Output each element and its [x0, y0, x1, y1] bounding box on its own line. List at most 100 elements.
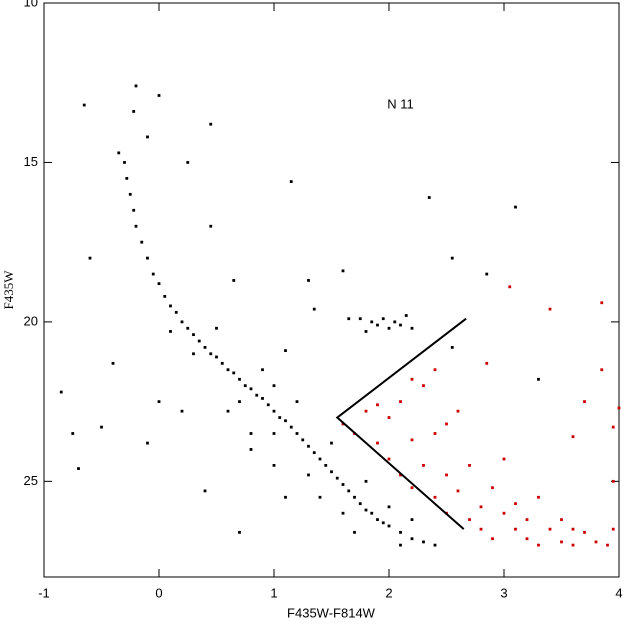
point: [128, 192, 132, 196]
point: [399, 543, 402, 547]
point: [491, 486, 494, 490]
point: [410, 377, 414, 381]
y-tick-label: 10: [24, 0, 38, 9]
point: [433, 543, 437, 547]
point: [163, 294, 167, 298]
point: [468, 463, 471, 467]
point: [151, 272, 155, 276]
point: [186, 161, 190, 164]
point: [364, 508, 368, 512]
point: [560, 540, 563, 544]
point: [100, 425, 103, 429]
point: [370, 320, 374, 324]
point: [88, 256, 92, 260]
point: [157, 400, 161, 404]
point: [387, 326, 391, 330]
point: [238, 400, 241, 404]
point: [422, 384, 425, 388]
point: [422, 540, 425, 544]
point: [330, 470, 333, 474]
point: [399, 473, 402, 477]
y-tick-label: 15: [24, 154, 38, 169]
point: [358, 317, 362, 321]
point: [289, 425, 293, 429]
point: [410, 326, 414, 330]
point: [347, 489, 351, 493]
point: [307, 473, 310, 477]
point: [261, 397, 264, 400]
x-tick-label: 3: [500, 585, 507, 600]
point: [583, 400, 586, 404]
point: [387, 505, 391, 509]
point: [232, 279, 236, 282]
annotation: N 11: [387, 96, 414, 111]
point: [381, 317, 385, 321]
point: [117, 151, 121, 155]
point: [272, 409, 276, 413]
point: [410, 537, 414, 541]
point: [364, 330, 368, 333]
point: [479, 505, 483, 509]
point: [468, 518, 471, 521]
point: [249, 448, 253, 451]
point: [600, 368, 604, 372]
point: [433, 495, 437, 499]
point: [600, 301, 604, 305]
point: [307, 279, 310, 282]
point: [537, 495, 540, 499]
point: [410, 438, 414, 442]
point: [433, 368, 437, 372]
x-tick-label: 4: [615, 585, 622, 600]
point: [284, 349, 287, 352]
point: [404, 314, 408, 317]
point: [508, 285, 512, 289]
point: [571, 435, 575, 439]
point: [422, 463, 425, 467]
point: [387, 457, 391, 461]
point: [215, 326, 218, 330]
point: [445, 473, 448, 477]
point: [611, 425, 615, 429]
plot-frame: [43, 2, 620, 578]
point: [485, 272, 489, 276]
point: [347, 317, 351, 321]
point: [157, 94, 161, 97]
point: [335, 476, 339, 480]
point: [111, 361, 115, 365]
point: [399, 530, 402, 534]
point: [433, 432, 437, 435]
point: [594, 540, 598, 544]
point: [307, 444, 310, 448]
point: [220, 361, 224, 365]
point: [192, 352, 195, 356]
point: [157, 282, 161, 286]
point: [514, 527, 517, 531]
point: [410, 486, 414, 490]
point: [272, 463, 276, 467]
point: [611, 479, 615, 483]
point: [330, 441, 333, 445]
point: [491, 537, 494, 541]
point: [146, 441, 149, 445]
point: [606, 543, 609, 547]
point: [123, 161, 126, 164]
point: [203, 346, 207, 349]
point: [203, 489, 207, 493]
point: [514, 502, 517, 506]
point: [295, 400, 299, 404]
point: [238, 377, 241, 381]
point: [364, 479, 368, 483]
point: [571, 543, 575, 547]
point: [318, 495, 322, 499]
point: [318, 457, 322, 461]
point: [353, 495, 356, 499]
point: [445, 422, 448, 426]
point: [399, 323, 402, 327]
x-tick-label: -1: [38, 585, 50, 600]
y-tick-label: 25: [24, 473, 38, 488]
point: [272, 384, 276, 388]
point: [381, 521, 385, 525]
point: [410, 518, 414, 521]
point: [140, 240, 144, 244]
point: [169, 330, 172, 333]
